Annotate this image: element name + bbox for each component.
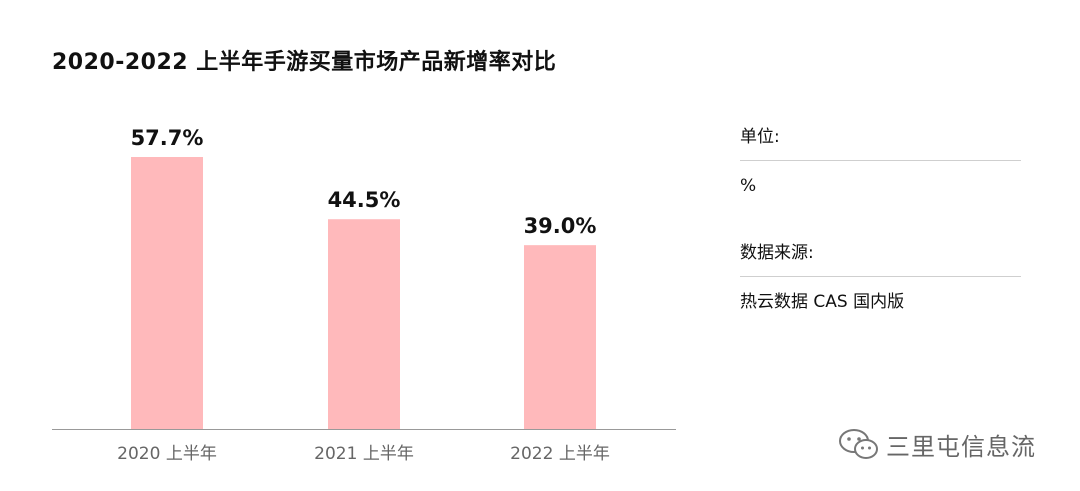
value-label-2: 39.0%	[524, 214, 597, 238]
source-value: 热云数据 CAS 国内版	[740, 292, 905, 312]
source-divider	[740, 276, 1021, 277]
value-label-1: 44.5%	[328, 188, 401, 212]
value-label-0: 57.7%	[131, 126, 204, 150]
wechat-chat-icon	[839, 429, 878, 459]
unit-value: %	[740, 176, 757, 196]
watermark: 三里屯信息流	[838, 426, 1036, 462]
unit-label: 单位:	[740, 127, 780, 147]
bar-1	[328, 219, 400, 429]
source-block: 数据来源: 热云数据 CAS 国内版	[740, 240, 1021, 313]
bar-chart: 57.7% 2020 上半年 44.5% 2021 上半年 39.0% 2022 上半年	[52, 126, 676, 464]
x-tick-label-0: 2020 上半年	[117, 444, 217, 464]
chart-title: 2020-2022 上半年手游买量市场产品新增率对比	[52, 50, 557, 75]
x-tick-label-1: 2021 上半年	[314, 444, 414, 464]
watermark-text: 三里屯信息流	[886, 432, 1036, 461]
bar-0	[131, 157, 203, 429]
x-tick-label-2: 2022 上半年	[510, 444, 610, 464]
source-label: 数据来源:	[740, 243, 814, 263]
unit-divider	[740, 160, 1021, 161]
unit-block: 单位: %	[740, 124, 1021, 197]
bar-2	[524, 245, 596, 429]
